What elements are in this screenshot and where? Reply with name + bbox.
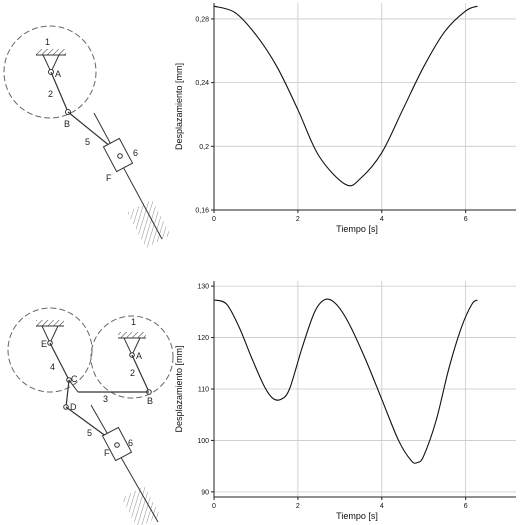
y-tick-label: 0,2: [199, 144, 209, 151]
mechanism-bottom: 1 A E 2 4 C D B 3 5 F 6: [7, 307, 174, 525]
label-b: B: [147, 396, 153, 406]
ground-hatch: [36, 49, 66, 55]
label-b: B: [64, 119, 70, 129]
guide-hatch: [127, 199, 171, 248]
plot-area: [214, 3, 516, 210]
mechanism-top: 1 A 2 B 5 F 6: [3, 25, 171, 248]
crank-link-4: [49, 342, 70, 381]
label-coupler: 5: [85, 137, 90, 147]
x-tick-label: 6: [464, 503, 468, 510]
y-axis-title: Desplazamiento [mm]: [174, 63, 184, 150]
crank-circle-a: [90, 315, 174, 399]
link-c-offset: [68, 379, 79, 393]
series-line: [213, 5, 478, 187]
series-line: [213, 298, 478, 464]
label-slider: 6: [133, 148, 138, 158]
x-tick-label: 0: [212, 216, 216, 223]
label-a: A: [136, 351, 142, 361]
label-d: D: [70, 402, 77, 412]
fixed-support: [42, 54, 60, 74]
y-tick-label: 120: [197, 335, 209, 342]
label-a: A: [55, 69, 61, 79]
y-axis-title: Desplazamiento [mm]: [174, 345, 184, 432]
label-link-5: 5: [87, 428, 92, 438]
label-link-3: 3: [103, 394, 108, 404]
label-frame: 1: [45, 37, 50, 47]
x-tick-label: 0: [212, 503, 216, 510]
label-f: F: [104, 448, 110, 458]
label-f: F: [106, 173, 112, 183]
label-crank: 2: [48, 89, 53, 99]
x-axis-title: Tiempo [s]: [336, 511, 378, 521]
ground-hatch-a: [118, 332, 146, 338]
y-tick-label: 90: [201, 489, 209, 496]
chart-bottom: 0 2 4 6 90 100 110 120 130 Tiempo [s] Desplazamien…: [174, 281, 516, 521]
support-a: [123, 337, 141, 357]
support-e: [41, 325, 59, 345]
y-tick-label: 0,28: [195, 16, 209, 23]
x-tick-label: 4: [380, 503, 384, 510]
x-axis-title: Tiempo [s]: [336, 224, 378, 234]
crank-link: [50, 71, 69, 113]
crank-link-2: [131, 354, 150, 393]
label-crank-4: 4: [50, 362, 55, 372]
joint-f: [117, 153, 123, 159]
y-tick-label: 110: [198, 387, 209, 394]
link-cd: [65, 379, 70, 408]
x-tick-label: 2: [296, 503, 300, 510]
y-tick-label: 130: [197, 284, 209, 291]
x-tick-label: 2: [296, 216, 300, 223]
label-frame: 1: [131, 317, 136, 327]
crank-circle: [3, 25, 97, 119]
label-c: C: [71, 374, 78, 384]
x-tick-label: 6: [464, 216, 468, 223]
y-tick-label: 0,16: [195, 208, 209, 215]
joint-f-bottom: [114, 442, 120, 448]
ground-hatch-e: [36, 320, 64, 326]
label-slider: 6: [128, 438, 133, 448]
guide-hatch-bottom: [121, 485, 161, 525]
label-crank-2: 2: [130, 368, 135, 378]
y-tick-label: 100: [197, 438, 209, 445]
x-tick-label: 4: [380, 216, 384, 223]
y-tick-label: 0,24: [195, 80, 209, 87]
label-e: E: [41, 339, 47, 349]
chart-top: 0 2 4 6 0,16 0,2 0,24 0,28 Tiempo [s] Desplazamie…: [174, 3, 516, 234]
